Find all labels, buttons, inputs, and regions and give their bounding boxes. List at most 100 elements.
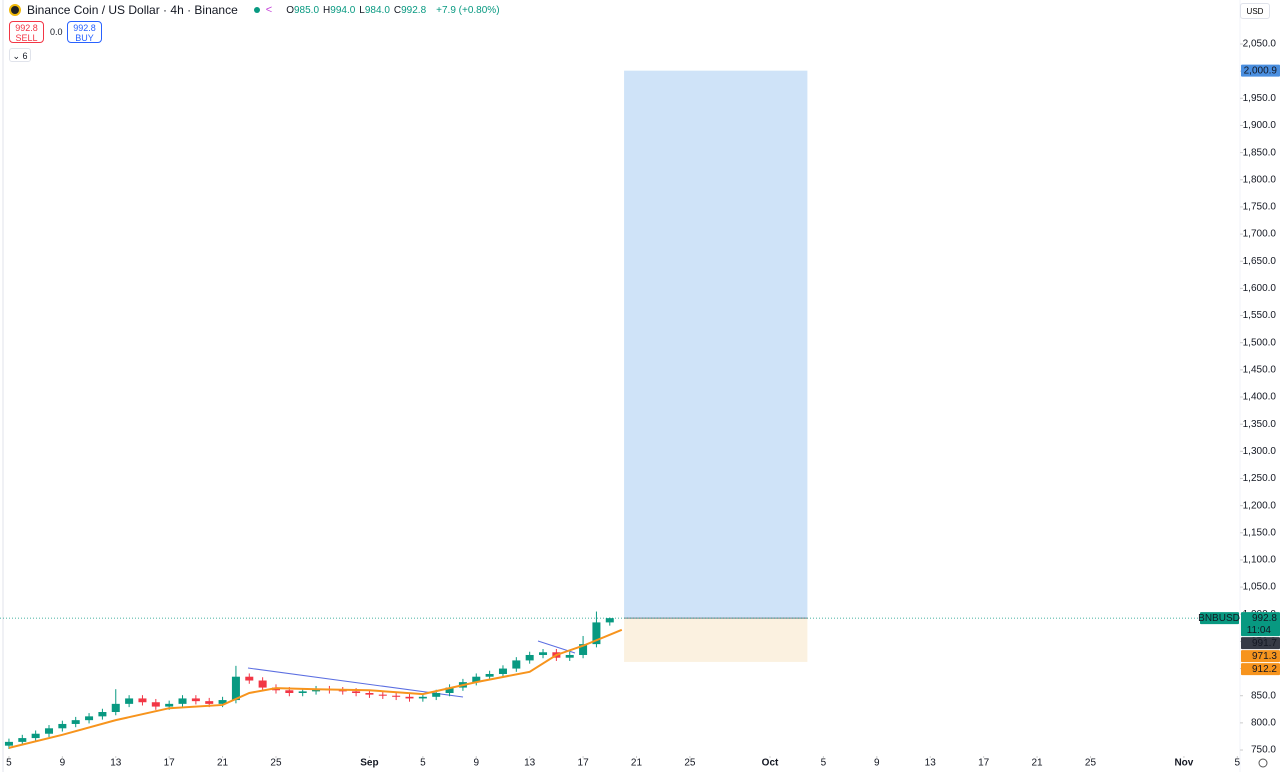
candle-body (258, 680, 267, 688)
y-tick-label: 1,950.0 (1243, 93, 1277, 104)
x-tick-label: Nov (1174, 758, 1193, 769)
side-tag: 971.3 (1252, 651, 1277, 662)
x-tick-label: 25 (270, 758, 282, 769)
symbol-logo (9, 4, 21, 16)
candle-body (525, 654, 534, 661)
x-tick-label: Oct (762, 758, 779, 769)
x-tick-label: 25 (1085, 758, 1097, 769)
spread: 0.0 (50, 27, 63, 37)
candle-body (418, 696, 427, 699)
header: Binance Coin / US Dollar · 4h · Binance … (0, 0, 1240, 64)
change: +7.9 (+0.80%) (436, 4, 500, 16)
x-tick-label: 13 (524, 758, 536, 769)
y-tick-label: 1,700.0 (1243, 229, 1277, 240)
last-price-tag-bg (1241, 612, 1280, 637)
y-tick-label: 800.0 (1251, 718, 1276, 729)
y-tick-label: 1,900.0 (1243, 120, 1277, 131)
countdown: 11:04 (1247, 625, 1272, 636)
candle-body (498, 668, 507, 674)
ohlc-value: 984.0 (364, 4, 390, 16)
ema-line (8, 628, 623, 749)
x-tick-label: 17 (164, 758, 176, 769)
x-tick-label: 21 (1031, 758, 1043, 769)
ohlc-value: 992.8 (401, 4, 427, 16)
x-tick-label: 9 (874, 758, 880, 769)
candle-body (565, 654, 574, 658)
candle-body (98, 712, 107, 717)
x-tick-label: 5 (420, 758, 426, 769)
candle-body (298, 691, 307, 693)
candle-body (579, 644, 588, 655)
y-tick-label: 1,750.0 (1243, 202, 1277, 213)
y-tick-label: 1,800.0 (1243, 174, 1277, 185)
y-tick-label: 1,450.0 (1243, 364, 1277, 375)
candle-body (71, 720, 80, 724)
stop-zone (624, 618, 808, 662)
candle-body (31, 733, 40, 739)
side-tag: 991.7 (1252, 638, 1277, 649)
candle-body (165, 703, 174, 707)
target-tag-bg (1241, 64, 1280, 77)
market-status (253, 7, 260, 13)
y-tick-label: 1,350.0 (1243, 419, 1277, 430)
y-tick-label: 1,200.0 (1243, 500, 1277, 511)
last-price-tag: 992.8 (1252, 613, 1277, 624)
share-icon[interactable]: < (265, 4, 273, 16)
candle-body (378, 694, 387, 696)
side-tag-bg (1241, 637, 1280, 650)
candle-body (18, 738, 27, 742)
buy-label: BUY (75, 33, 94, 43)
candle-body (111, 703, 120, 713)
candle-body (338, 690, 347, 692)
y-tick-label: 1,600.0 (1243, 283, 1277, 294)
y-tick-label: 1,050.0 (1243, 582, 1277, 593)
y-tick-label: 750.0 (1251, 745, 1276, 756)
candle-body (539, 652, 548, 655)
y-tick-label: 1,400.0 (1243, 392, 1277, 403)
candle-body (191, 698, 200, 702)
side-tag-bg (1241, 663, 1280, 676)
ohlc: O985.0 H994.0 L984.0 C992.8 (286, 5, 430, 16)
y-tick-label: 1,500.0 (1243, 337, 1277, 348)
buy-button[interactable]: 992.8 BUY (67, 21, 102, 43)
y-tick-label: 1,550.0 (1243, 310, 1277, 321)
ticker-tag-bg (1200, 612, 1239, 625)
y-tick-label: 1,650.0 (1243, 256, 1277, 267)
indicator-count: 6 (22, 51, 28, 61)
indicator-toggle[interactable]: ⌄ 6 (9, 48, 31, 62)
symbol-title[interactable]: Binance Coin / US Dollar · 4h · Binance (27, 3, 238, 17)
candle-body (125, 698, 134, 704)
y-tick-label: 1,150.0 (1243, 527, 1277, 538)
candle-body (151, 702, 160, 707)
candle-body (245, 676, 254, 681)
x-tick-label: 17 (578, 758, 590, 769)
candle-body (392, 695, 401, 697)
candle-body (352, 691, 361, 693)
sell-button[interactable]: 992.8 SELL (9, 21, 44, 43)
y-tick-label: 1,100.0 (1243, 555, 1277, 566)
y-tick-label: 1,250.0 (1243, 473, 1277, 484)
x-tick-label: Sep (360, 758, 378, 769)
x-tick-label: 21 (631, 758, 643, 769)
target-tag: 2,000.9 (1244, 65, 1278, 76)
y-tick-label: 1,850.0 (1243, 147, 1277, 158)
x-tick-label: 13 (925, 758, 937, 769)
candle-body (485, 673, 494, 677)
y-tick-label: 1,300.0 (1243, 446, 1277, 457)
target-zone (624, 70, 808, 619)
buy-price: 992.8 (73, 23, 96, 33)
candle-body (285, 690, 294, 693)
candle-body (4, 741, 13, 746)
ohlc-value: 994.0 (330, 4, 356, 16)
candle-body (605, 618, 614, 623)
x-tick-label: 21 (217, 758, 229, 769)
side-tag: 912.2 (1252, 664, 1277, 675)
candle-body (58, 723, 67, 729)
currency-button[interactable]: USD (1240, 3, 1270, 19)
settings-icon[interactable] (1258, 758, 1268, 768)
candle-body (472, 676, 481, 683)
candle-body (138, 698, 147, 703)
candle-body (205, 701, 214, 704)
candle-body (312, 689, 321, 692)
